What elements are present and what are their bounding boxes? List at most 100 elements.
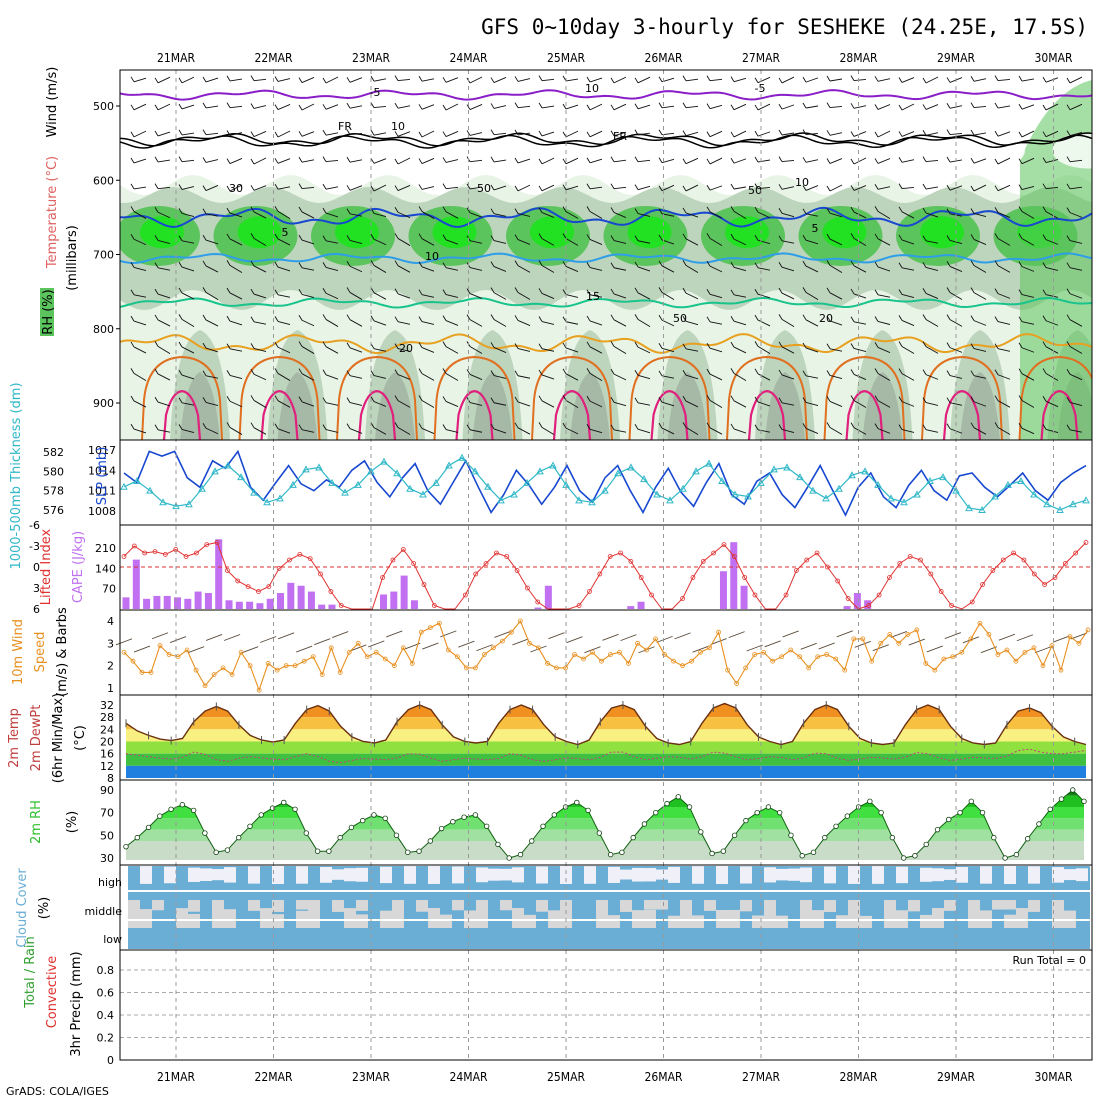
wind-barb-flag <box>850 422 855 428</box>
wind-barb <box>493 105 507 109</box>
wind-barb <box>565 347 579 353</box>
wind-barb <box>133 103 147 111</box>
wind10m-point <box>563 665 568 671</box>
rh2m-point <box>709 850 715 857</box>
wind-barb-flag <box>898 157 903 163</box>
wind-barb-flag <box>202 234 207 241</box>
thickness-point <box>848 471 856 479</box>
wind-barb-flag <box>850 131 855 137</box>
wind-barb <box>997 238 1011 246</box>
wind-barb <box>325 186 339 190</box>
thickness-point <box>172 502 180 510</box>
li-point <box>318 571 323 577</box>
wind-barb-flag <box>394 207 399 213</box>
li-point <box>969 599 975 605</box>
wind-barb <box>253 105 267 109</box>
thickness-point <box>250 488 258 496</box>
cloud-low-gap <box>728 909 740 928</box>
wind-barb <box>1045 158 1059 164</box>
rh-clear-patch <box>662 132 733 169</box>
wind-barb-flag <box>994 288 999 294</box>
wind-barb-flag <box>778 341 783 348</box>
wind10m-barb <box>1070 632 1088 640</box>
wind10m-point <box>319 672 325 677</box>
cloud-high-gap <box>428 866 440 884</box>
li-point <box>638 575 644 580</box>
wind-barb-flag <box>730 262 735 268</box>
wind-barb <box>1069 319 1083 327</box>
cloud-high-gap <box>380 866 392 884</box>
wind-barb-flag <box>346 261 351 267</box>
thickness-point <box>523 478 531 486</box>
wind-barb-flag <box>754 314 759 321</box>
wind-barb-flag <box>898 368 903 374</box>
wind-barb-flag <box>994 158 999 165</box>
wind-barb <box>781 132 795 136</box>
rh2m-point <box>698 829 704 835</box>
wind-barb-flag <box>802 287 807 293</box>
wind-barb-flag <box>322 156 327 162</box>
wind-barb-flag <box>442 262 447 268</box>
wind-barb-flag <box>466 369 471 375</box>
cloud-mid-gap <box>392 900 404 912</box>
wind-barb <box>181 132 195 136</box>
wind-barb-flag <box>1066 130 1071 136</box>
cloud-high-gap <box>644 868 656 882</box>
wind-barb <box>253 321 267 325</box>
temp2m-label-2: 2m DewPt <box>29 705 44 772</box>
wind-barb-flag <box>922 130 927 136</box>
wind-barb <box>397 400 411 408</box>
wind-barb-flag <box>946 287 951 293</box>
cloud-row-low: low <box>103 933 122 946</box>
cloud-mid-gap <box>884 900 896 912</box>
wind-barb-flag <box>946 129 951 135</box>
wind-barb-flag <box>1066 77 1071 84</box>
wind-barb-flag <box>1042 234 1047 240</box>
wind-barb-flag <box>346 77 351 83</box>
wind-barb <box>205 132 219 136</box>
rh2m-point <box>416 848 422 854</box>
wind-barb-flag <box>178 235 183 242</box>
cloud-low-gap <box>596 908 608 928</box>
li-tick: 6 <box>33 603 40 616</box>
wind10m-barb <box>332 631 349 638</box>
wind10m-point <box>301 658 307 664</box>
wind-barb-flag <box>418 289 423 295</box>
wind-barb-flag <box>970 422 975 428</box>
wind-barb-flag <box>898 262 903 268</box>
wind-barb <box>973 427 987 435</box>
wind-barb <box>757 76 771 84</box>
rh2m-point <box>438 825 445 832</box>
slp-line <box>123 449 1087 517</box>
date-label-bottom: 29MAR <box>937 1070 975 1084</box>
wind-barb-flag <box>802 397 807 403</box>
wind-barb <box>325 319 339 327</box>
rh-clear-patch <box>760 132 830 169</box>
isotherm-25 <box>336 355 418 440</box>
rh2m-point <box>754 809 760 816</box>
li-point <box>711 550 717 556</box>
wind10m-barb <box>350 644 367 652</box>
wind-barb-flag <box>994 395 999 401</box>
thickness-point <box>757 478 765 486</box>
wind-barb-flag <box>466 207 471 214</box>
wind-barb-flag <box>634 208 639 214</box>
wind10m-point <box>463 665 469 671</box>
rh-column-core <box>570 372 610 440</box>
isotherm-10 <box>120 252 1092 265</box>
wind10m-point <box>635 640 640 646</box>
date-label-bottom: 25MAR <box>547 1070 585 1084</box>
li-point <box>525 585 530 591</box>
wind-barb-flag <box>154 424 159 431</box>
wind-barb <box>805 319 819 327</box>
li-point <box>721 542 727 547</box>
wind-barb <box>181 402 195 406</box>
wind-barb <box>301 373 315 381</box>
wind-barb <box>781 240 795 244</box>
cape-bar <box>132 559 140 609</box>
thickness-point <box>198 484 206 492</box>
wind-barb-flag <box>226 130 231 136</box>
rh-bright-blob <box>627 216 672 249</box>
wind-barb <box>829 184 843 192</box>
wind10m-point <box>292 663 298 669</box>
